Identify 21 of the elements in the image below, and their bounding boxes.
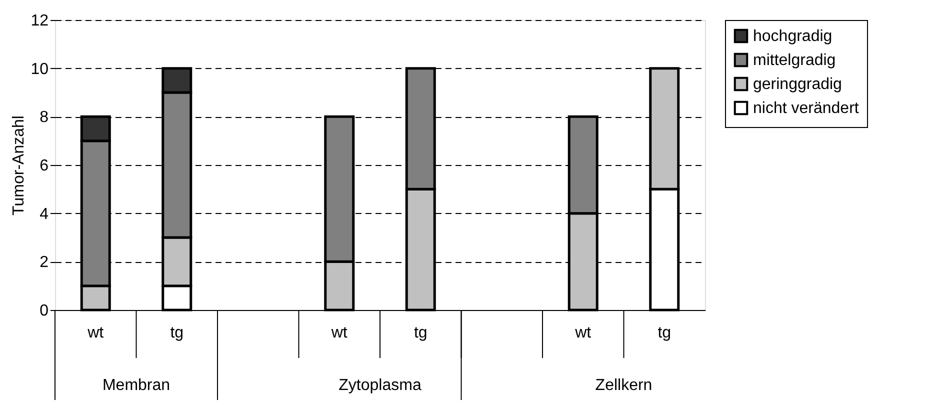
x-tick-label: tg xyxy=(170,324,184,342)
legend-label: mittelgradig xyxy=(753,52,836,69)
legend-label: hochgradig xyxy=(753,28,832,45)
y-tick-label: 12 xyxy=(30,12,49,30)
y-axis-title: Tumor-Anzahl xyxy=(10,116,28,216)
y-tick-label: 8 xyxy=(40,109,49,126)
legend-label: nicht verändert xyxy=(753,100,860,117)
legend-label: geringgradig xyxy=(753,76,842,93)
y-tick-label: 4 xyxy=(40,206,49,223)
x-tick-label: tg xyxy=(658,324,672,342)
x-tick-label: wt xyxy=(86,324,104,342)
text: Membran xyxy=(102,377,170,394)
x-tick-label: wt xyxy=(330,324,348,342)
text: Zellkern xyxy=(595,377,652,394)
x-tick-label: wt xyxy=(574,324,592,342)
y-tick-label: 10 xyxy=(30,60,49,78)
y-tick-label: 6 xyxy=(40,158,49,174)
y-tick-label: 2 xyxy=(40,254,49,272)
y-tick-label: 0 xyxy=(40,302,49,320)
x-tick-label: tg xyxy=(414,324,428,342)
text: Zytoplasma xyxy=(338,377,422,394)
